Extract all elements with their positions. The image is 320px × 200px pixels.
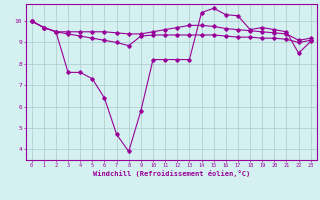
X-axis label: Windchill (Refroidissement éolien,°C): Windchill (Refroidissement éolien,°C)	[92, 170, 250, 177]
